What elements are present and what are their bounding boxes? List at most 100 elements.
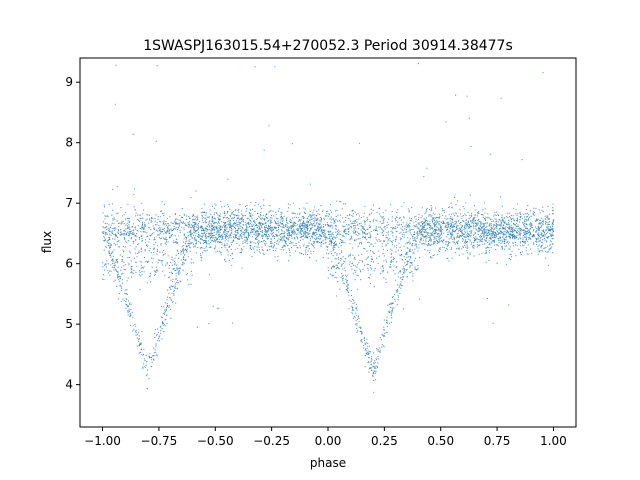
data-point: [110, 256, 112, 258]
data-point: [356, 327, 358, 329]
data-point: [433, 216, 435, 219]
data-point: [336, 209, 338, 211]
data-point: [172, 280, 174, 283]
data-point: [496, 233, 498, 235]
data-point: [176, 218, 178, 220]
data-point: [162, 312, 164, 314]
data-point: [261, 230, 263, 232]
data-point: [282, 236, 284, 238]
data-point: [365, 258, 367, 260]
data-point: [509, 216, 511, 218]
data-point: [348, 263, 350, 265]
data-point: [464, 236, 466, 238]
data-point: [329, 235, 331, 237]
data-point: [237, 214, 239, 216]
data-point: [217, 216, 219, 218]
data-point: [489, 232, 491, 234]
data-point: [331, 219, 333, 221]
data-point: [194, 232, 196, 234]
data-point: [324, 239, 326, 241]
data-point: [158, 259, 161, 261]
data-point: [426, 167, 428, 169]
data-point: [331, 227, 333, 229]
data-point: [413, 252, 415, 254]
data-point: [173, 294, 175, 296]
data-point: [395, 238, 397, 240]
data-point: [473, 226, 475, 228]
data-point: [457, 232, 459, 234]
data-point: [376, 230, 378, 232]
data-point: [313, 232, 315, 234]
data-point: [146, 369, 149, 371]
data-point: [409, 243, 411, 245]
data-point: [275, 213, 277, 215]
data-point: [537, 237, 539, 239]
data-point: [222, 221, 225, 223]
data-point: [493, 224, 495, 226]
data-point: [383, 260, 385, 262]
data-point: [349, 220, 352, 222]
data-point: [378, 213, 380, 215]
data-point: [363, 338, 365, 340]
data-point: [551, 225, 554, 227]
data-point: [515, 213, 517, 215]
data-point: [536, 219, 539, 221]
data-point: [231, 212, 233, 214]
data-point: [484, 243, 486, 245]
data-point: [319, 227, 321, 229]
data-point: [263, 223, 265, 225]
data-point: [517, 234, 519, 236]
data-point: [387, 234, 389, 236]
data-point: [319, 235, 321, 237]
data-point: [238, 222, 240, 224]
data-point: [390, 259, 393, 261]
data-point: [107, 216, 109, 218]
data-point: [514, 236, 516, 238]
data-point: [383, 219, 385, 221]
data-point: [464, 239, 467, 241]
data-point: [533, 235, 535, 238]
data-point: [253, 219, 255, 221]
data-point: [182, 256, 185, 258]
data-point: [320, 216, 322, 219]
data-point: [447, 226, 449, 228]
data-point: [160, 332, 162, 334]
data-point: [280, 249, 282, 251]
data-point: [202, 240, 205, 242]
data-point: [320, 242, 322, 244]
data-point: [496, 262, 498, 264]
data-point: [374, 361, 376, 363]
data-point: [420, 230, 422, 233]
data-point: [182, 261, 184, 263]
data-point: [299, 223, 301, 225]
data-point: [250, 221, 252, 223]
data-point: [488, 259, 490, 261]
data-point: [135, 215, 137, 217]
data-point: [220, 254, 222, 256]
data-point: [367, 267, 369, 269]
data-point: [202, 216, 204, 219]
data-point: [462, 215, 464, 217]
data-point: [225, 260, 227, 263]
data-point: [501, 241, 503, 243]
data-point: [284, 240, 286, 242]
data-point: [495, 224, 497, 226]
data-point: [380, 240, 382, 242]
data-point: [355, 270, 357, 272]
data-point: [429, 222, 431, 224]
data-point: [373, 367, 376, 369]
data-point: [365, 348, 367, 350]
data-point: [249, 219, 251, 221]
data-point: [519, 228, 521, 230]
data-point: [510, 224, 512, 226]
data-point: [316, 210, 318, 212]
data-point: [302, 215, 304, 218]
data-point: [396, 226, 398, 228]
data-point: [457, 236, 459, 238]
data-point: [327, 267, 329, 269]
data-point: [330, 216, 332, 218]
data-point: [410, 218, 413, 220]
data-point: [524, 221, 526, 223]
data-point: [409, 249, 411, 251]
data-point: [547, 224, 549, 226]
